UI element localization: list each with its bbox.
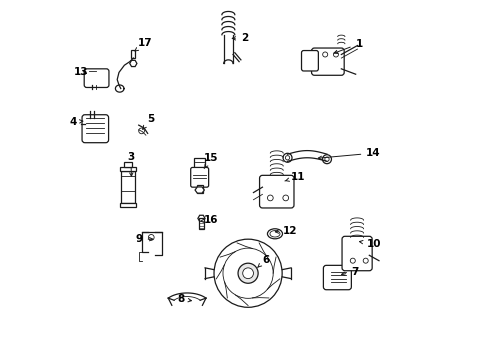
Text: 14: 14 bbox=[318, 148, 380, 159]
Bar bbox=[120, 167, 136, 171]
Text: 1: 1 bbox=[333, 39, 362, 54]
Polygon shape bbox=[129, 60, 137, 67]
FancyBboxPatch shape bbox=[323, 265, 351, 290]
Text: 12: 12 bbox=[275, 226, 297, 236]
Circle shape bbox=[238, 263, 258, 283]
Text: 16: 16 bbox=[200, 215, 218, 225]
Ellipse shape bbox=[285, 156, 289, 160]
FancyBboxPatch shape bbox=[311, 48, 344, 75]
Circle shape bbox=[282, 195, 288, 201]
Circle shape bbox=[363, 258, 367, 263]
Circle shape bbox=[242, 268, 253, 279]
Text: 13: 13 bbox=[74, 67, 88, 77]
Bar bbox=[120, 203, 136, 207]
Ellipse shape bbox=[322, 155, 331, 164]
Circle shape bbox=[333, 52, 338, 57]
Text: 10: 10 bbox=[359, 239, 380, 249]
Text: 5: 5 bbox=[142, 114, 154, 129]
Text: 6: 6 bbox=[257, 255, 269, 267]
Bar bbox=[199, 218, 203, 229]
Circle shape bbox=[322, 52, 327, 57]
Text: 2: 2 bbox=[232, 33, 247, 43]
Bar bbox=[196, 185, 202, 193]
Circle shape bbox=[223, 248, 273, 298]
Ellipse shape bbox=[324, 157, 328, 161]
Circle shape bbox=[214, 239, 282, 307]
FancyBboxPatch shape bbox=[190, 167, 208, 187]
Polygon shape bbox=[198, 215, 204, 221]
Circle shape bbox=[267, 195, 273, 201]
Text: 8: 8 bbox=[177, 294, 191, 304]
Circle shape bbox=[148, 234, 154, 240]
Text: 7: 7 bbox=[341, 267, 358, 277]
Text: 17: 17 bbox=[135, 38, 153, 51]
Bar bbox=[121, 171, 135, 203]
Ellipse shape bbox=[267, 229, 282, 239]
Text: 15: 15 bbox=[203, 153, 218, 168]
Bar bbox=[131, 50, 135, 58]
Ellipse shape bbox=[283, 153, 291, 162]
Ellipse shape bbox=[269, 230, 280, 237]
Bar bbox=[124, 162, 131, 167]
Text: 9: 9 bbox=[135, 234, 152, 244]
Circle shape bbox=[349, 258, 355, 263]
Circle shape bbox=[139, 128, 144, 134]
FancyBboxPatch shape bbox=[84, 69, 109, 87]
FancyBboxPatch shape bbox=[259, 175, 293, 208]
Polygon shape bbox=[195, 187, 204, 193]
FancyBboxPatch shape bbox=[341, 236, 371, 271]
Text: 3: 3 bbox=[127, 152, 134, 176]
FancyBboxPatch shape bbox=[82, 115, 108, 143]
FancyBboxPatch shape bbox=[301, 50, 318, 71]
Text: 11: 11 bbox=[285, 172, 304, 182]
Bar bbox=[194, 158, 205, 171]
Text: 4: 4 bbox=[69, 117, 83, 127]
